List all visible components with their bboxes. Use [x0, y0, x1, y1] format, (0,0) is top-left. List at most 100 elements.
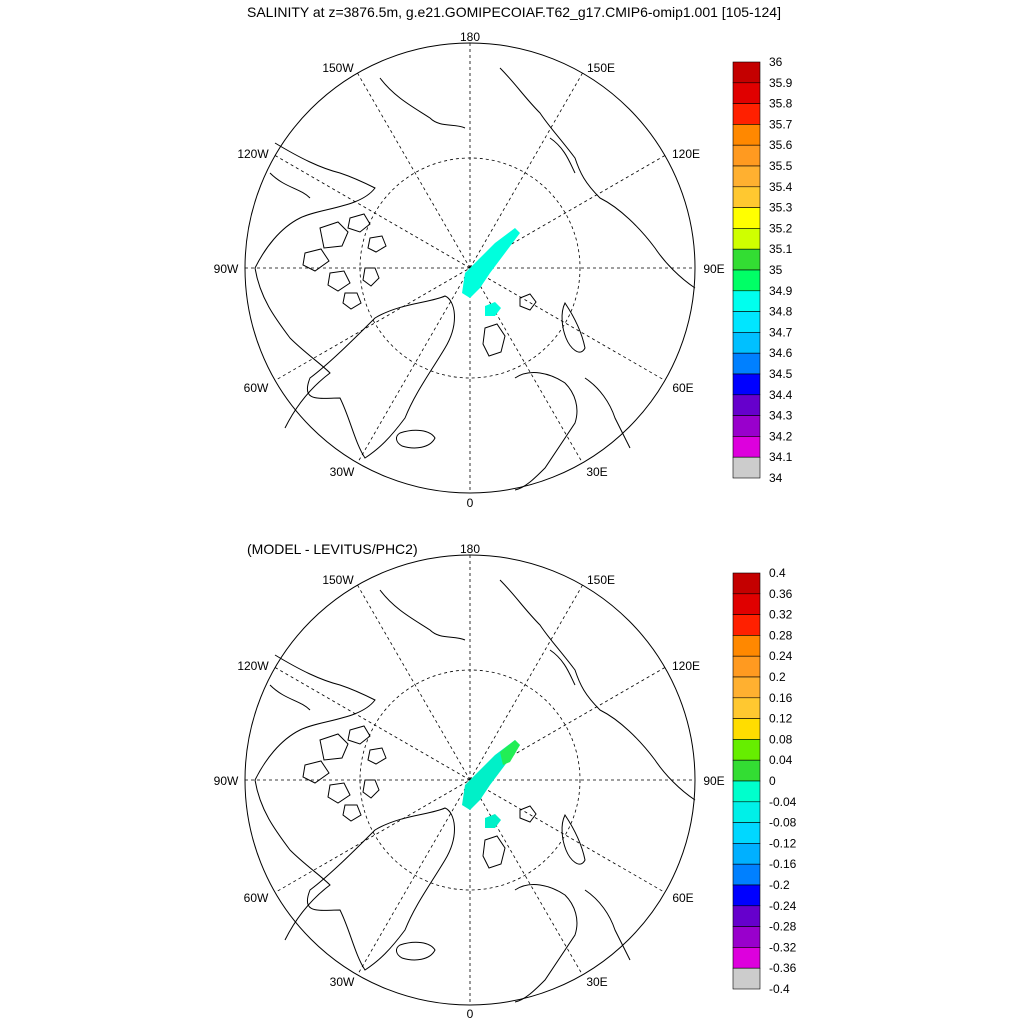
lon-label: 90W	[214, 774, 239, 788]
colorbar-swatch	[732, 884, 761, 907]
lon-labels-bottom: 180 150E 120E 90E 60E 30E 0 30W 60W 90W …	[214, 542, 725, 1021]
colorbar-label: 35.3	[769, 201, 793, 215]
lon-label: 90W	[214, 262, 239, 276]
colorbar-label: 0.04	[769, 753, 793, 767]
colorbar-label: 35.9	[769, 76, 793, 90]
lon-label: 60W	[244, 381, 269, 395]
colorbar-swatch	[732, 248, 761, 271]
colorbar-swatch	[732, 352, 761, 375]
colorbar-label: 35	[769, 263, 783, 277]
colorbar-swatch	[732, 82, 761, 104]
colorbar-label: -0.2	[769, 878, 790, 892]
colorbar-swatch	[732, 593, 761, 615]
lon-label: 0	[467, 496, 474, 510]
colorbar-label: 0.08	[769, 732, 793, 746]
colorbar-label: 34.2	[769, 429, 793, 443]
lon-label: 90E	[703, 262, 724, 276]
lon-label: 120E	[672, 659, 700, 673]
difference-map	[244, 554, 696, 1006]
colorbar-swatch	[732, 863, 761, 886]
difference-colorbar: 0.4 0.36 0.32 0.28 0.24 0.2 0.16 0.12 0.08 0.04 0 -…	[732, 566, 797, 996]
colorbar-swatch	[732, 780, 761, 803]
lon-label: 60E	[672, 891, 693, 905]
colorbar-label: -0.04	[769, 795, 797, 809]
lon-label: 60E	[672, 381, 693, 395]
salinity-map	[244, 42, 696, 494]
colorbar-label: 35.7	[769, 117, 793, 131]
colorbar-label: 0.16	[769, 691, 793, 705]
colorbar-swatch	[732, 165, 761, 188]
colorbar-swatch	[732, 926, 761, 948]
difference-field	[462, 740, 520, 828]
colorbar-swatch	[732, 843, 761, 865]
colorbar-swatch	[732, 655, 761, 678]
colorbar-label: -0.4	[769, 982, 790, 996]
colorbar-label: 34.4	[769, 388, 793, 402]
colorbar-label: 0.32	[769, 608, 793, 622]
colorbar-swatch	[732, 572, 761, 595]
lon-label: 120W	[237, 147, 269, 161]
lon-label: 30W	[330, 465, 355, 479]
colorbar-swatch	[732, 207, 761, 229]
lon-label: 60W	[244, 891, 269, 905]
field-patch-small	[485, 814, 501, 828]
colorbar-swatch	[732, 61, 761, 84]
salinity-colorbar: 36 35.9 35.8 35.7 35.6 35.5 35.4 35.3 35.2 35.1 35…	[732, 55, 793, 485]
colorbar-swatch	[732, 415, 761, 437]
colorbar-swatch	[732, 614, 761, 636]
lon-label: 30E	[586, 975, 607, 989]
colorbar-label: -0.12	[769, 836, 797, 850]
colorbar-label: 35.1	[769, 242, 793, 256]
colorbar-label: -0.28	[769, 920, 797, 934]
colorbar-label: 34.9	[769, 284, 793, 298]
lon-label: 150E	[587, 61, 615, 75]
colorbar-swatch	[732, 332, 761, 354]
colorbar-label: 0.28	[769, 628, 793, 642]
colorbar-label: 0	[769, 774, 776, 788]
colorbar-swatch	[732, 144, 761, 167]
colorbar-swatch	[732, 801, 761, 823]
field-patch-small	[485, 302, 501, 316]
colorbar-swatch	[732, 373, 761, 396]
colorbar-label: 34.7	[769, 325, 793, 339]
salinity-field	[462, 228, 520, 316]
difference-title: (MODEL - LEVITUS/PHC2)	[247, 541, 418, 557]
lon-label: 30W	[330, 975, 355, 989]
lon-label: 150W	[322, 61, 354, 75]
lon-label: 90E	[703, 774, 724, 788]
lon-label: 30E	[586, 465, 607, 479]
colorbar-label: 0.36	[769, 587, 793, 601]
colorbar-label: 35.4	[769, 180, 793, 194]
colorbar-label: 36	[769, 55, 783, 69]
colorbar-label: 34.3	[769, 409, 793, 423]
colorbar-label: 34	[769, 471, 783, 485]
lon-label: 180	[460, 542, 480, 556]
colorbar-swatch	[732, 635, 761, 657]
colorbar-swatch	[732, 228, 761, 250]
colorbar-label: 0.4	[769, 566, 786, 580]
colorbar-swatch	[732, 290, 761, 312]
colorbar-swatch	[732, 822, 761, 844]
lon-label: 150E	[587, 573, 615, 587]
colorbar-swatch	[732, 739, 761, 761]
colorbar-label: 34.5	[769, 367, 793, 381]
colorbar-label: 34.6	[769, 346, 793, 360]
colorbar-label: -0.36	[769, 961, 797, 975]
colorbar-swatch	[732, 676, 761, 699]
colorbar-label: -0.32	[769, 940, 797, 954]
colorbar-label: -0.16	[769, 857, 797, 871]
colorbar-label: 35.5	[769, 159, 793, 173]
lon-labels-top: 180 150E 120E 90E 60E 30E 0 30W 60W 90W …	[214, 30, 725, 510]
lon-label: 150W	[322, 573, 354, 587]
colorbar-label: 0.12	[769, 712, 793, 726]
colorbar-swatch	[732, 394, 761, 416]
colorbar-swatch	[732, 186, 761, 208]
colorbar-swatch	[732, 718, 761, 740]
colorbar-label: 0.24	[769, 649, 793, 663]
colorbar-swatch	[732, 311, 761, 333]
colorbar-swatch	[732, 436, 761, 458]
colorbar-swatch	[732, 905, 761, 927]
lon-label: 180	[460, 30, 480, 44]
field-patch-positive	[500, 740, 520, 765]
